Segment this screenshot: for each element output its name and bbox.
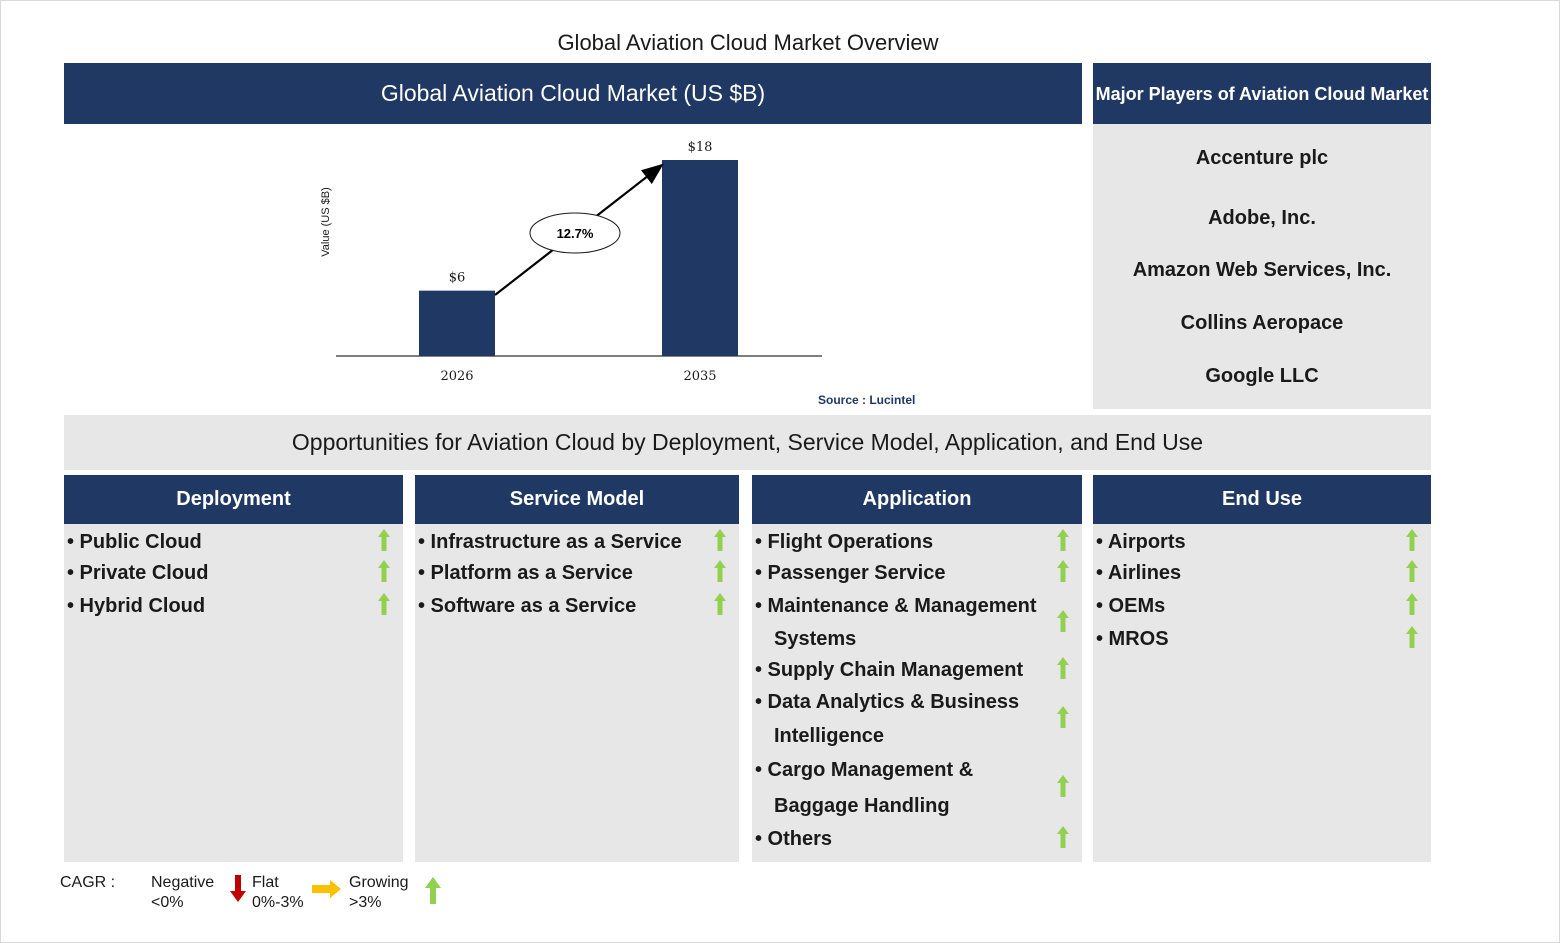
segment-item: • Infrastructure as a Service: [418, 531, 682, 553]
up-arrow-icon: [714, 593, 726, 615]
segment-header: Application: [752, 475, 1082, 524]
x-tick-label: 2035: [683, 369, 716, 384]
up-arrow-icon: [714, 560, 726, 582]
up-arrow-icon: [425, 877, 441, 904]
segment-item: • Maintenance & Management: [755, 595, 1037, 617]
segment-item: • Private Cloud: [67, 562, 209, 584]
segment-header: Service Model: [415, 475, 739, 524]
segment-item: • Flight Operations: [755, 531, 934, 553]
segment-item: • Data Analytics & Business: [755, 691, 1020, 713]
up-arrow-icon: [1406, 560, 1418, 582]
segment-item: • Others: [755, 828, 833, 850]
legend-growing-label: Growing >3%: [349, 874, 409, 911]
up-arrow-icon: [1057, 609, 1069, 632]
segment-panel: [752, 524, 1082, 862]
segment-panel: [64, 524, 403, 862]
segment-item: • Airlines: [1096, 562, 1182, 584]
up-arrow-icon: [1057, 529, 1069, 551]
source-label: Source : Lucintel: [818, 393, 916, 407]
bar-value-label: $6: [449, 271, 466, 286]
segment-item: Systems: [754, 628, 857, 650]
segment-panel: [415, 524, 739, 862]
segment-header: Deployment: [64, 475, 403, 524]
cagr-ellipse: [529, 212, 621, 254]
legend-negative-label: Negative <0%: [151, 874, 215, 911]
up-arrow-icon: [714, 529, 726, 551]
segment-item: • Supply Chain Management: [755, 659, 1024, 681]
legend-flat-label: Flat 0%-3%: [252, 874, 304, 911]
segment-panel: [1093, 524, 1431, 862]
cagr-label: 12.7%: [557, 226, 594, 241]
up-arrow-icon: [378, 593, 390, 615]
bar-2035: [662, 160, 738, 356]
players-header: Major Players of Aviation Cloud Market: [1093, 63, 1431, 124]
players-panel: Accenture plc Adobe, Inc. Amazon Web Ser…: [1093, 124, 1431, 409]
player-name: Accenture plc: [1195, 147, 1329, 169]
page-title: Global Aviation Cloud Market Overview: [557, 30, 939, 55]
up-arrow-icon: [1406, 626, 1418, 648]
down-arrow-icon: [230, 875, 246, 902]
bar-value-label: $18: [688, 140, 713, 155]
chart-header: Global Aviation Cloud Market (US $B): [64, 63, 1082, 124]
segment-item: • OEMs: [1096, 595, 1166, 617]
segment-item: • Airports: [1096, 531, 1186, 553]
up-arrow-icon: [1057, 775, 1069, 797]
player-name: Amazon Web Services, Inc.: [1132, 259, 1392, 281]
up-arrow-icon: [378, 529, 390, 551]
segment-header: End Use: [1093, 475, 1431, 524]
up-arrow-icon: [1057, 560, 1069, 582]
segment-item: Baggage Handling: [754, 795, 950, 817]
up-arrow-icon: [378, 560, 390, 582]
right-arrow-icon: [312, 880, 341, 898]
up-arrow-icon: [1057, 706, 1069, 728]
segment-item: • Hybrid Cloud: [67, 595, 206, 617]
up-arrow-icon: [1406, 529, 1418, 551]
player-name: Adobe, Inc.: [1208, 207, 1316, 229]
segment-item: Intelligence: [754, 725, 885, 747]
segment-item: • Platform as a Service: [418, 562, 633, 584]
up-arrow-icon: [1057, 657, 1069, 679]
y-axis-label: Value (US $B): [320, 187, 332, 257]
segment-item: • Passenger Service: [755, 562, 946, 584]
opportunities-title: Opportunities for Aviation Cloud by Depl…: [64, 415, 1431, 470]
bar-chart: Value (US $B) $6 2026 $18 2035 12.7%: [320, 140, 822, 384]
bar-2026: [419, 290, 495, 356]
player-name: Google LLC: [1205, 365, 1319, 387]
segment-item: • MROS: [1096, 628, 1169, 650]
player-name: Collins Aeropace: [1180, 312, 1344, 334]
up-arrow-icon: [1057, 826, 1069, 848]
x-tick-label: 2026: [440, 369, 473, 384]
up-arrow-icon: [1406, 593, 1418, 615]
legend-label: CAGR :: [60, 874, 116, 891]
segment-item: • Cargo Management &: [755, 759, 974, 781]
segment-item: • Software as a Service: [418, 595, 637, 617]
segment-item: • Public Cloud: [67, 531, 202, 553]
